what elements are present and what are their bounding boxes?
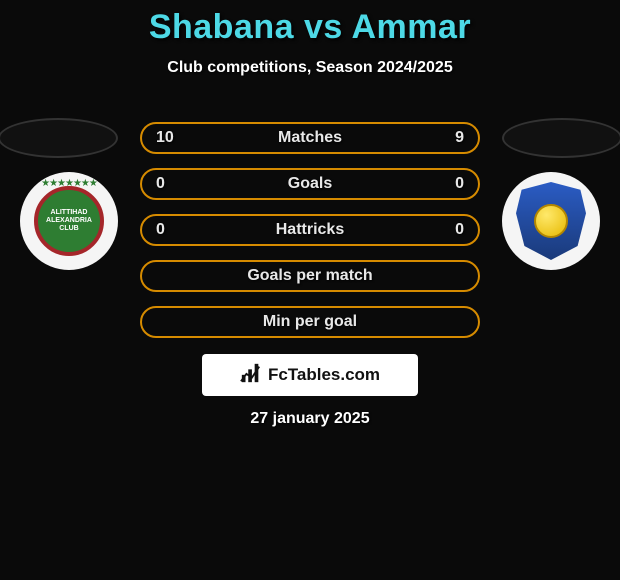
crest-left-badge: ALITTIHAD ALEXANDRIA CLUB xyxy=(34,186,104,256)
bar-chart-icon xyxy=(240,362,262,389)
stat-row: Goals per match xyxy=(140,260,480,292)
stat-value-right: 0 xyxy=(455,221,464,239)
date-label: 27 january 2025 xyxy=(0,410,620,428)
player-photo-placeholder-right xyxy=(502,118,620,158)
stat-value-right: 9 xyxy=(455,129,464,147)
stat-row: 10 Matches 9 xyxy=(140,122,480,154)
crest-right-ball-icon xyxy=(534,204,568,238)
stat-row: 0 Hattricks 0 xyxy=(140,214,480,246)
stat-value-left: 0 xyxy=(156,221,165,239)
stat-row: Min per goal xyxy=(140,306,480,338)
stat-value-left: 10 xyxy=(156,129,174,147)
stat-label: Goals per match xyxy=(247,267,372,285)
stat-label: Hattricks xyxy=(276,221,344,239)
subtitle: Club competitions, Season 2024/2025 xyxy=(0,59,620,77)
stats-table: 10 Matches 9 0 Goals 0 0 Hattricks 0 Goa… xyxy=(140,122,480,352)
stat-value-left: 0 xyxy=(156,175,165,193)
club-crest-left: ★★★★★★★ ALITTIHAD ALEXANDRIA CLUB xyxy=(20,172,118,270)
page-title: Shabana vs Ammar xyxy=(0,0,620,47)
player-photo-placeholder-left xyxy=(0,118,118,158)
club-crest-right xyxy=(502,172,600,270)
stat-label: Matches xyxy=(278,129,342,147)
title-player-left: Shabana xyxy=(149,8,294,46)
title-vs: vs xyxy=(304,8,343,46)
stat-row: 0 Goals 0 xyxy=(140,168,480,200)
title-player-right: Ammar xyxy=(352,8,472,46)
stat-label: Goals xyxy=(288,175,332,193)
crest-left-stars: ★★★★★★★ xyxy=(41,178,97,189)
stat-value-right: 0 xyxy=(455,175,464,193)
crest-right-shield xyxy=(516,182,586,260)
brand-text: FcTables.com xyxy=(268,365,380,385)
stat-label: Min per goal xyxy=(263,313,357,331)
brand-badge: FcTables.com xyxy=(202,354,418,396)
